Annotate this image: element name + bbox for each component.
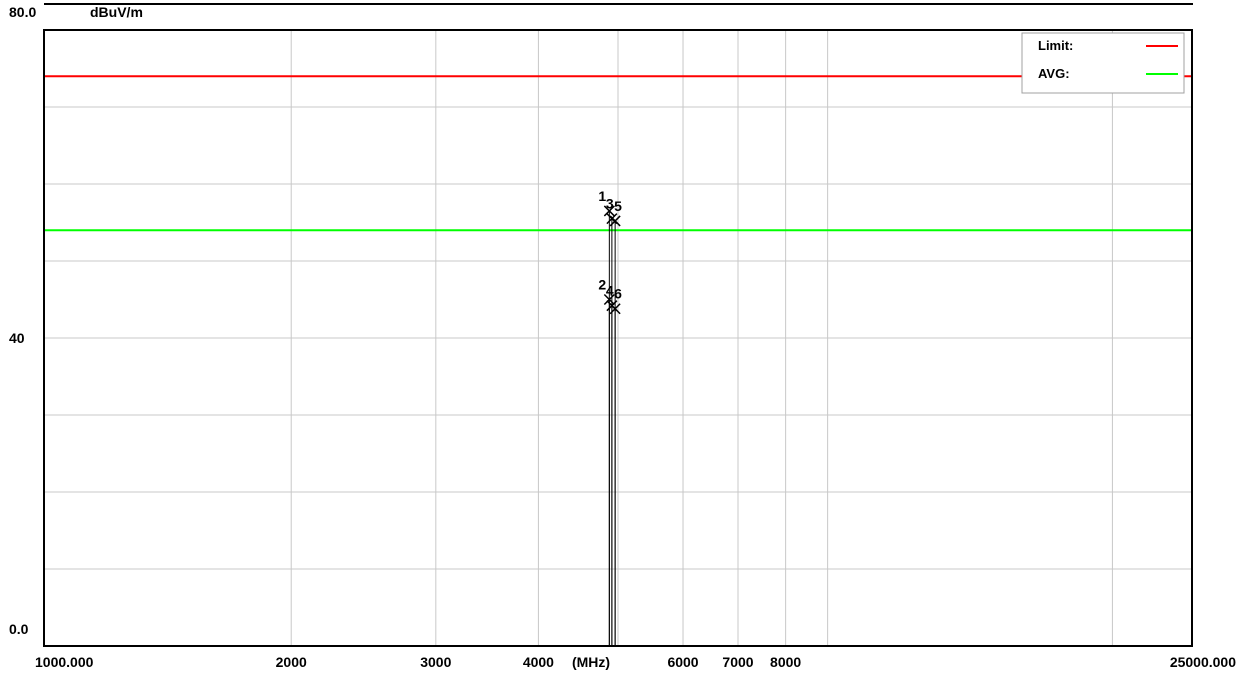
markers: 1 2 3 4 5 6 [598, 188, 622, 646]
marker-label: 5 [614, 198, 622, 214]
x-tick-label: 7000 [722, 654, 753, 670]
y-tick-label: 80.0 [9, 4, 36, 20]
x-tick-label: 3000 [420, 654, 451, 670]
plot-frame [43, 29, 1193, 647]
marker-cross [603, 293, 615, 306]
y-tick-label: 40 [9, 330, 25, 346]
y-axis-unit-label: dBuV/m [90, 4, 143, 20]
legend-label: Limit: [1038, 38, 1073, 53]
x-tick-labels: 1000.000 2000 3000 4000 6000 7000 8000 25000.00… [35, 654, 1236, 670]
marker-label: 3 [606, 196, 614, 212]
x-tick-label: 8000 [770, 654, 801, 670]
legend-box [1021, 32, 1185, 94]
legend: Limit: AVG: [1038, 38, 1178, 81]
marker-label: 2 [598, 277, 606, 293]
x-tick-label: 25000.000 [1170, 654, 1236, 670]
x-tick-label: 6000 [667, 654, 698, 670]
marker-cross [609, 215, 621, 227]
x-tick-label: 2000 [276, 654, 307, 670]
y-tick-label: 0.0 [9, 621, 29, 637]
grid [44, 30, 1192, 646]
x-tick-label: 1000.000 [35, 654, 94, 670]
marker-label: 4 [606, 283, 614, 299]
marker-label: 6 [614, 286, 622, 302]
marker-cross [603, 205, 615, 217]
legend-label: AVG: [1038, 66, 1070, 81]
marker-cross [609, 303, 621, 315]
x-tick-label: 4000 [523, 654, 554, 670]
marker-label: 1 [598, 188, 606, 204]
y-tick-labels: 80.0 40 0.0 [9, 4, 36, 637]
limit-lines [44, 75, 1192, 232]
x-axis-unit-label: (MHz) [572, 654, 610, 670]
